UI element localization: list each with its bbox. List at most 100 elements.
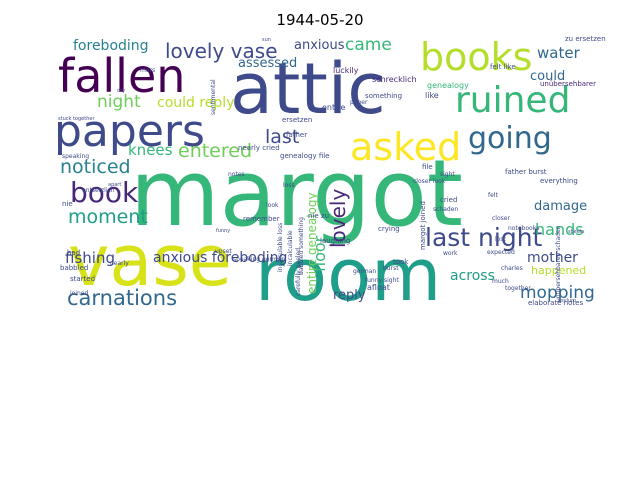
word-cloud-canvas (53, 34, 586, 306)
cloud-word-sheets: sheets (568, 229, 585, 235)
cloud-word-afloat: afloat (367, 283, 390, 292)
cloud-word-fishing: fishing (65, 249, 115, 267)
cloud-word-damage: damage (534, 199, 587, 214)
cloud-word-lovely-vase: lovely vase (165, 39, 278, 63)
cloud-word-schrecklich: schrecklich (372, 75, 417, 84)
cloud-word-lovely: lovely (326, 189, 350, 248)
cloud-word-laughing: laughing (320, 237, 350, 245)
cloud-word-funny: funny (216, 228, 230, 234)
cloud-word-father: father (286, 131, 307, 139)
cloud-word-bad: bad (67, 249, 80, 257)
cloud-word-loss: loss (283, 182, 295, 189)
cloud-word-elaborate-notes: elaborate notes (528, 299, 583, 307)
cloud-word-like: like (425, 91, 439, 100)
cloud-word-speaking-german: speaking german (233, 256, 285, 263)
cloud-word-unübersehbaren-schaden: unübersehbaren schaden (555, 225, 562, 302)
cloud-word-vase: vase (68, 220, 232, 302)
cloud-word-ruined: ruined (455, 80, 570, 121)
cloud-word-babbled-something: babbled something (298, 217, 305, 275)
cloud-word-work: work (443, 250, 458, 257)
cloud-word-mopping: mopping (520, 283, 595, 303)
cloud-word-mother: mother (527, 250, 578, 266)
cloud-word-fallen: fallen (58, 49, 185, 103)
cloud-word-papers: papers (54, 106, 205, 157)
cloud-word-sight: sight (440, 171, 455, 178)
cloud-word-nearly-cried: nearly cried (238, 144, 280, 152)
cloud-word-reply: reply (333, 288, 366, 303)
cloud-word-across: across (450, 268, 495, 284)
cloud-word-asylum: asylum (558, 298, 576, 304)
cloud-word-genealogy: genealogy (427, 81, 469, 90)
cloud-word-closer-look: closer look (413, 178, 446, 185)
cloud-word-happened: happened (531, 264, 586, 277)
cloud-word-stuck-together: stuck together (58, 116, 95, 122)
cloud-word-felt: felt (488, 192, 498, 199)
cloud-word-ersetzen: ersetzen (282, 116, 312, 124)
cloud-word-assessed: assessed (238, 56, 297, 71)
cloud-word-charles: charles (501, 265, 523, 272)
cloud-word-notes: notes (228, 171, 245, 178)
cloud-word-expected: expected (487, 249, 515, 256)
cloud-word-nie: nie (62, 200, 73, 208)
cloud-word-could-reply: could reply (157, 95, 235, 111)
cloud-word-came: came (345, 35, 392, 55)
cloud-word-apart: apart (108, 182, 121, 188)
cloud-word-closer: closer (492, 215, 510, 222)
cloud-word-books: books (420, 35, 532, 79)
cloud-word-carnations: carnations (67, 286, 177, 310)
chart-title: 1944-05-20 (276, 11, 364, 29)
cloud-word-notebooks: notebooks (508, 225, 539, 232)
cloud-word-incalculable-loss: incalculable loss (277, 223, 284, 272)
cloud-word-anxious: anxious (294, 38, 345, 53)
cloud-word-book: book (70, 176, 139, 209)
cloud-word-entire: entire (322, 103, 345, 112)
cloud-word-upset: upset (215, 248, 232, 255)
cloud-word-german: german (353, 268, 376, 275)
cloud-word-look: look (266, 202, 279, 209)
cloud-word-father-burst: father burst (505, 168, 547, 176)
cloud-word-started: started (70, 275, 95, 283)
cloud-word-much: much (492, 278, 509, 285)
cloud-word-burst: burst (383, 265, 399, 272)
cloud-word-knees: knees (128, 141, 173, 159)
cloud-word-last: last (265, 126, 299, 148)
cloud-word-room: room (255, 233, 441, 317)
cloud-word-cried: cried (440, 196, 457, 204)
cloud-word-zu-ersetzen: zu ersetzen (565, 35, 606, 43)
cloud-word-took: took (393, 258, 409, 266)
cloud-word-water: water (537, 44, 581, 62)
cloud-word-genealogy-file: genealogy file (280, 152, 329, 160)
cloud-word-asked: asked (350, 125, 461, 169)
cloud-word-going: going (468, 121, 552, 156)
cloud-word-entsetzlich: entsetzlich (82, 187, 115, 194)
cloud-word-sentimental: sentimental (210, 79, 217, 115)
cloud-word-margot: margot (130, 140, 463, 247)
cloud-word-babbled: babbled (60, 264, 88, 272)
cloud-word-nie-zu: nie zu (308, 212, 329, 220)
cloud-word-carefully-peeled: carefully peeled (295, 248, 302, 296)
cloud-word-unübersehbarer: unübersehbarer (540, 80, 596, 88)
cloud-word-floor: floor (310, 235, 329, 272)
cloud-word-remember: remember (243, 215, 280, 223)
cloud-word-lost: lost (495, 236, 506, 243)
cloud-word-together: together (505, 285, 531, 292)
cloud-word-anxious-foreboding: anxious foreboding (153, 250, 287, 266)
cloud-word-speaking: speaking (62, 153, 89, 160)
cloud-word-foreboding: foreboding (73, 38, 149, 54)
cloud-word-night: night (97, 92, 141, 112)
cloud-word-funny-sight: funny sight (365, 277, 399, 284)
cloud-word-nearly: nearly (110, 260, 129, 267)
cloud-word-could: could (530, 69, 565, 84)
cloud-word-sun: sun (262, 37, 271, 43)
cloud-word-everything: everything (540, 177, 578, 185)
cloud-word-joined: joined (69, 290, 88, 297)
cloud-word-dry: dry (117, 88, 125, 94)
cloud-word-entire-genealogy: entire genealogy (305, 192, 319, 294)
cloud-word-mors: mors (140, 67, 155, 74)
cloud-word-luckily: luckily (333, 66, 359, 75)
cloud-word-schaden: schaden (433, 206, 458, 213)
cloud-word-hands: hands (535, 220, 584, 239)
cloud-word-incalculable: incalculable (287, 230, 294, 266)
cloud-word-crying: crying (378, 225, 400, 233)
